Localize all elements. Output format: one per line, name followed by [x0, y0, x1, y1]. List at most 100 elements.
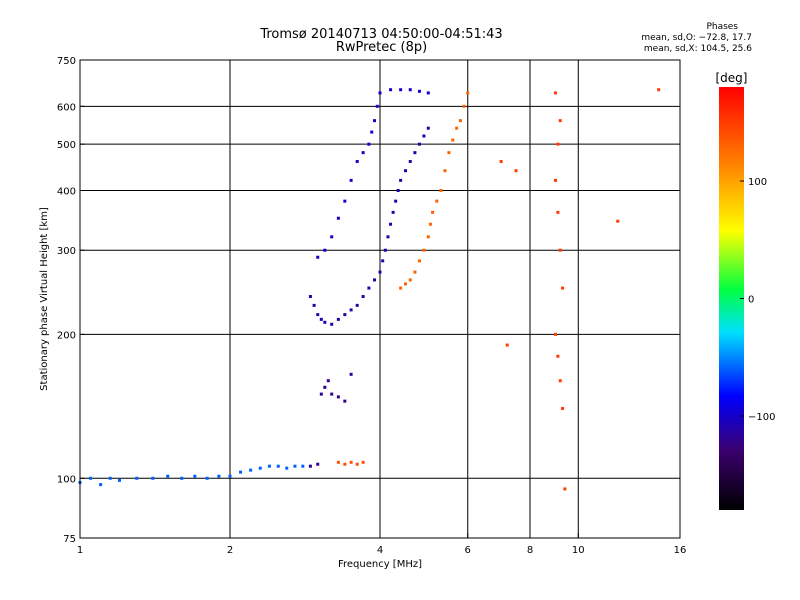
data-point: [431, 210, 435, 214]
data-point: [108, 476, 112, 480]
y-tick-label: 300: [57, 246, 76, 257]
data-point: [323, 320, 327, 324]
data-point: [361, 151, 365, 155]
data-point: [316, 313, 320, 317]
data-point: [408, 88, 412, 92]
x-tick-label: 2: [227, 545, 233, 556]
data-point: [367, 142, 371, 146]
data-point: [217, 474, 221, 478]
data-point: [330, 322, 334, 326]
data-point: [375, 104, 379, 108]
grid-lines: [80, 60, 680, 538]
x-axis-ticks: 1 2 4 6 8 10 16: [77, 533, 687, 556]
data-point: [422, 134, 426, 138]
data-point: [408, 278, 412, 282]
data-point: [553, 178, 557, 182]
colorbar-unit-label: [deg]: [716, 71, 748, 85]
data-point: [428, 222, 432, 226]
data-point: [657, 88, 661, 92]
y-tick-label: 75: [63, 534, 76, 545]
data-point: [361, 295, 365, 299]
x-tick-label: 4: [377, 545, 383, 556]
data-point: [330, 235, 334, 239]
data-point: [396, 188, 400, 192]
data-point: [323, 385, 327, 389]
data-point: [117, 478, 121, 482]
data-point: [426, 91, 430, 95]
data-point: [349, 308, 353, 312]
data-point: [205, 476, 209, 480]
colorbar-tick-label: 0: [748, 295, 754, 306]
data-point: [319, 392, 323, 396]
data-point: [403, 282, 407, 286]
data-point: [556, 354, 560, 358]
phases-line2: mean, sd,X: 104.5, 25.6: [643, 44, 752, 54]
data-point: [417, 259, 421, 263]
data-point: [326, 379, 330, 383]
data-point: [389, 88, 393, 92]
data-point: [561, 406, 565, 410]
data-point: [285, 466, 289, 470]
data-point: [373, 119, 377, 123]
data-point: [355, 303, 359, 307]
data-point: [349, 372, 353, 376]
x-tick-label: 8: [527, 545, 533, 556]
data-point: [258, 466, 262, 470]
data-point: [466, 91, 470, 95]
data-point: [616, 219, 620, 223]
chart-subtitle: RwPretec (8p): [335, 40, 428, 55]
x-tick-label: 6: [465, 545, 471, 556]
data-point: [312, 303, 316, 307]
data-point: [99, 483, 103, 487]
data-point: [391, 210, 395, 214]
data-point: [556, 210, 560, 214]
data-point: [386, 235, 390, 239]
data-point: [228, 474, 232, 478]
data-point: [399, 88, 403, 92]
data-point: [239, 470, 243, 474]
data-point: [417, 142, 421, 146]
y-axis-title: Stationary phase Virtual Height [km]: [39, 207, 50, 391]
data-point: [343, 462, 347, 466]
data-point: [336, 317, 340, 321]
data-point: [349, 460, 353, 464]
data-point: [381, 259, 385, 263]
data-point: [558, 379, 562, 383]
y-tick-label: 100: [57, 474, 76, 485]
data-point: [413, 270, 417, 274]
data-point: [394, 199, 398, 203]
data-point: [135, 476, 139, 480]
data-point: [343, 199, 347, 203]
data-point: [349, 178, 353, 182]
data-point: [316, 462, 320, 466]
data-point: [323, 248, 327, 252]
data-point: [166, 474, 170, 478]
data-point: [355, 159, 359, 163]
colorbar-tick-label: −100: [748, 412, 775, 423]
data-point: [89, 476, 93, 480]
colorbar-ticks: 100 0 −100: [740, 177, 775, 423]
data-point: [378, 91, 382, 95]
data-point: [422, 248, 426, 252]
data-point: [399, 286, 403, 290]
y-tick-label: 200: [57, 330, 76, 341]
x-tick-label: 16: [674, 545, 687, 556]
data-point: [293, 464, 297, 468]
x-axis-title: Frequency [MHz]: [338, 559, 422, 570]
data-point: [330, 392, 334, 396]
data-point: [316, 255, 320, 259]
scatter-points: [78, 88, 661, 491]
data-point: [336, 216, 340, 220]
y-tick-label: 500: [57, 140, 76, 151]
y-tick-label: 400: [57, 186, 76, 197]
data-point: [556, 142, 560, 146]
phases-line1: mean, sd,O: −72.8, 17.7: [641, 33, 752, 43]
x-tick-label: 1: [77, 545, 83, 556]
colorbar-tick-label: 100: [748, 177, 767, 188]
data-point: [276, 464, 280, 468]
data-point: [443, 169, 447, 173]
data-point: [417, 89, 421, 93]
data-point: [462, 104, 466, 108]
data-point: [499, 159, 503, 163]
